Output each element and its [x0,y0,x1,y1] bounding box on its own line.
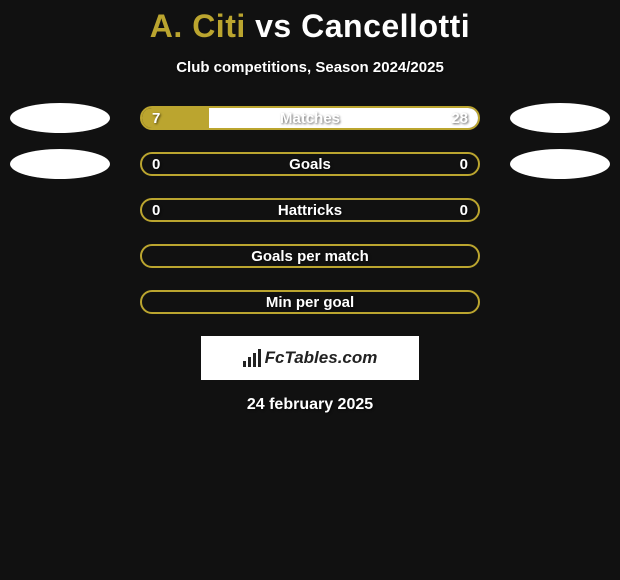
stat-row: 728Matches [0,106,620,130]
player2-name: Cancellotti [301,8,470,44]
chart-icon [243,349,261,367]
logo-box: FcTables.com [201,336,419,380]
stat-row: 00Goals [0,152,620,176]
stat-bar: Goals per match [140,244,480,268]
stat-bar: 00Hattricks [140,198,480,222]
vs-text: vs [255,8,292,44]
stat-label: Goals per match [142,246,478,266]
team-badge-right [510,103,610,133]
stat-label: Hattricks [142,200,478,220]
subtitle: Club competitions, Season 2024/2025 [0,59,620,76]
stat-bar: 00Goals [140,152,480,176]
stat-label: Goals [142,154,478,174]
stat-label: Min per goal [142,292,478,312]
stat-label: Matches [142,108,478,128]
team-badge-right [510,149,610,179]
team-badge-left [10,103,110,133]
stat-row: 00Hattricks [0,198,620,222]
player1-name: A. Citi [150,8,246,44]
page-title: A. Citi vs Cancellotti [0,0,620,45]
logo: FcTables.com [243,348,378,368]
date-text: 24 february 2025 [0,396,620,414]
stat-bar: 728Matches [140,106,480,130]
stat-row: Goals per match [0,244,620,268]
comparison-container: 728Matches 00Goals 00Hattricks Goals per ma… [0,106,620,314]
stat-row: Min per goal [0,290,620,314]
stat-bar: Min per goal [140,290,480,314]
logo-text: FcTables.com [265,348,378,368]
team-badge-left [10,149,110,179]
